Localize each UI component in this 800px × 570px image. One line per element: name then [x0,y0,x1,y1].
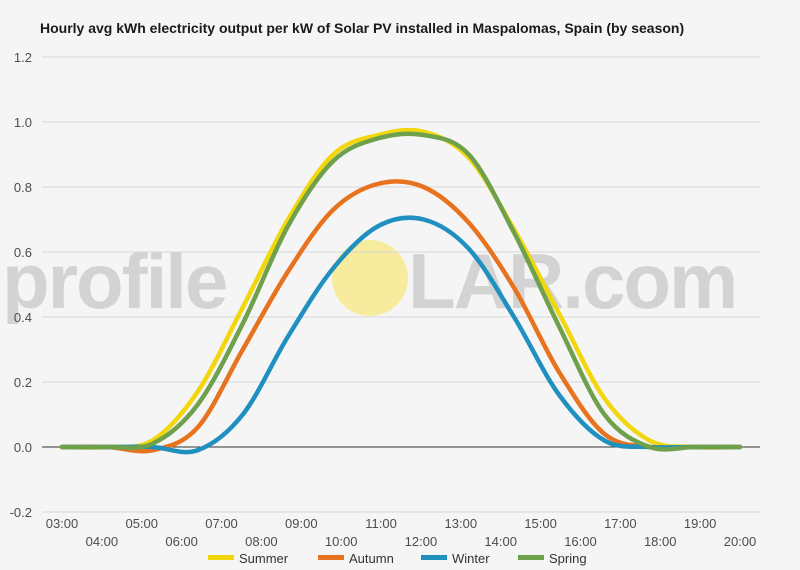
x-tick-label: 17:00 [604,516,637,531]
legend-swatch-autumn [318,555,344,560]
watermark-logo: profile LAR.com [2,237,738,325]
y-axis-tick-labels: -0.2 0.0 0.2 0.4 0.6 0.8 1.0 1.2 [10,50,32,520]
y-tick-label: 1.0 [14,115,32,130]
y-tick-label: 1.2 [14,50,32,65]
x-tick-label: 18:00 [644,534,677,549]
y-tick-label: 0.4 [14,310,32,325]
legend: Summer Autumn Winter Spring [208,551,587,566]
x-tick-label: 08:00 [245,534,278,549]
x-tick-label: 14:00 [484,534,517,549]
legend-label-autumn: Autumn [349,551,394,566]
y-tick-label: 0.6 [14,245,32,260]
series-line-summer [59,127,743,450]
legend-swatch-summer [208,555,234,560]
legend-swatch-spring [518,555,544,560]
legend-label-summer: Summer [239,551,289,566]
x-tick-label: 04:00 [86,534,119,549]
x-tick-label: 19:00 [684,516,717,531]
x-tick-label: 20:00 [724,534,757,549]
series-line-autumn [59,179,743,454]
x-tick-label: 12:00 [405,534,438,549]
watermark-text-left: profile [2,237,226,325]
x-tick-label: 03:00 [46,516,79,531]
chart-title: Hourly avg kWh electricity output per kW… [40,20,684,36]
x-tick-label: 11:00 [365,516,397,531]
watermark-text-right: LAR.com [408,237,736,325]
legend-label-winter: Winter [452,551,490,566]
x-tick-label: 16:00 [564,534,597,549]
series-line-winter [59,215,743,455]
legend-label-spring: Spring [549,551,587,566]
y-tick-label: -0.2 [10,505,32,520]
legend-swatch-winter [421,555,447,560]
y-tick-label: 0.8 [14,180,32,195]
x-axis-tick-labels: 03:00 04:00 05:00 06:00 07:00 08:00 09:00 10:00… [46,516,757,549]
y-tick-label: 0.0 [14,440,32,455]
watermark-sun-icon [332,240,408,316]
x-tick-label: 13:00 [445,516,478,531]
x-tick-label: 06:00 [165,534,198,549]
x-tick-label: 07:00 [205,516,238,531]
x-tick-label: 05:00 [125,516,158,531]
series-lines [59,127,743,455]
x-tick-label: 10:00 [325,534,358,549]
series-line-spring [59,131,743,452]
y-tick-label: 0.2 [14,375,32,390]
x-tick-label: 15:00 [524,516,557,531]
x-tick-label: 09:00 [285,516,318,531]
